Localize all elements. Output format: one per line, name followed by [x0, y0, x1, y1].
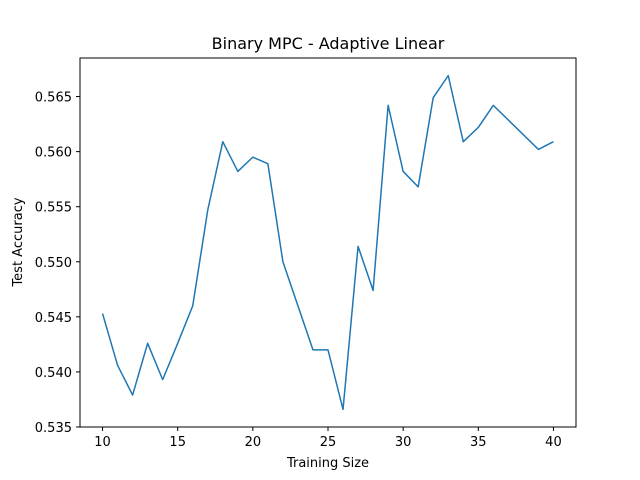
- y-tick-label: 0.535: [35, 421, 72, 436]
- y-tick-label: 0.565: [35, 91, 72, 106]
- series-line: [101, 74, 554, 411]
- x-tick-label: 30: [395, 435, 412, 450]
- y-tick-label: 0.560: [35, 146, 72, 161]
- y-axis-label: Test Accuracy: [11, 197, 26, 287]
- y-tick-label: 0.555: [35, 201, 72, 216]
- x-axis: 10 15 20 25 30 35 40: [94, 427, 562, 450]
- x-tick-label: 20: [245, 435, 262, 450]
- x-axis-label: Training Size: [286, 456, 369, 471]
- x-tick-label: 15: [169, 435, 186, 450]
- y-axis: 0.535 0.540 0.545 0.550 0.555 0.560 0.565: [35, 91, 80, 436]
- series-layer: [101, 74, 554, 411]
- x-tick-label: 35: [470, 435, 487, 450]
- x-tick-label: 40: [545, 435, 562, 450]
- x-tick-label: 10: [94, 435, 111, 450]
- chart-title: Binary MPC - Adaptive Linear: [212, 34, 445, 53]
- y-tick-label: 0.540: [35, 366, 72, 381]
- y-tick-label: 0.550: [35, 256, 72, 271]
- y-tick-label: 0.545: [35, 311, 72, 326]
- x-tick-label: 25: [320, 435, 337, 450]
